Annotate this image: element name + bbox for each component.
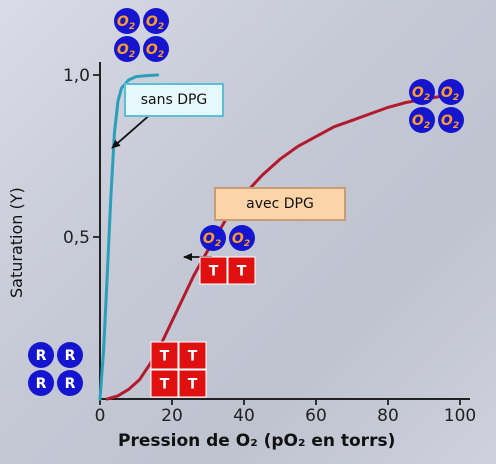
x-tick-label: 0 [95, 406, 106, 426]
y-tick-label: 0,5 [63, 228, 90, 248]
o2-subunit: O2 [229, 225, 255, 251]
x-tick-label: 100 [444, 406, 476, 426]
r-label: R [65, 348, 76, 364]
o2-subunit: O2 [114, 36, 140, 62]
o2-circle [143, 36, 169, 62]
r-circle [28, 342, 54, 368]
o2-circle [409, 79, 435, 105]
o2-subunit: O2 [409, 79, 435, 105]
r-label: R [65, 376, 76, 392]
t-label: T [188, 377, 198, 393]
axis-ticks [93, 74, 461, 405]
r-subunit: R [57, 342, 83, 368]
r-label: R [36, 376, 47, 392]
o2-circle [143, 8, 169, 34]
o2-subunit: O2 [114, 8, 140, 34]
r-subunit: R [28, 342, 54, 368]
t-subunit: T [178, 369, 207, 398]
o2-circle [200, 225, 226, 251]
y-axis-title: Saturation (Y) [7, 187, 26, 298]
o2-circle [114, 8, 140, 34]
sans-dpg-curve [98, 73, 160, 401]
o2-circle [229, 225, 255, 251]
t-label: T [237, 264, 247, 280]
o2-subunit: O2 [143, 8, 169, 34]
t-square [199, 256, 228, 285]
t-cluster: T TT T [150, 341, 207, 398]
r-circle [57, 370, 83, 396]
sans-dpg-label: sans DPG [124, 83, 224, 117]
sans-dpg-arrow [111, 112, 153, 149]
x-axis-title: Pression de O₂ (pO₂ en torrs) [118, 431, 395, 451]
t-subunit: T [150, 369, 179, 398]
r-subunit: R [57, 370, 83, 396]
t-square [150, 341, 179, 370]
o2-circle [438, 79, 464, 105]
t-subunit: T [227, 256, 256, 285]
r-cluster: R RR R [28, 342, 83, 396]
o2-circle [114, 36, 140, 62]
o2-pair-mid: O2 O2 [200, 225, 255, 251]
t-label: T [209, 264, 219, 280]
t-label: T [160, 377, 170, 393]
x-tick-label: 80 [377, 406, 399, 426]
o2-subunit: O2 [409, 107, 435, 133]
t-subunit: T [199, 256, 228, 285]
axis-tick-labels: 0 20 40 60 80 100 0,5 1,0 [63, 66, 476, 426]
o2-subunit: O2 [438, 79, 464, 105]
t-subunit: T [178, 341, 207, 370]
t-square [178, 369, 207, 398]
y-tick-label: 1,0 [63, 66, 90, 86]
o2-subunit: O2 [438, 107, 464, 133]
x-tick-label: 60 [305, 406, 327, 426]
t-label: T [160, 349, 170, 365]
x-tick-label: 20 [161, 406, 183, 426]
o2-circle [438, 107, 464, 133]
t-subunit: T [150, 341, 179, 370]
r-circle [57, 342, 83, 368]
avec-dpg-label: avec DPG [214, 187, 346, 221]
r-label: R [36, 348, 47, 364]
r-circle [28, 370, 54, 396]
t-square [150, 369, 179, 398]
t-square [178, 341, 207, 370]
o2-subunit: O2 [200, 225, 226, 251]
o2-circle [409, 107, 435, 133]
x-tick-label: 40 [233, 406, 255, 426]
t-label: T [188, 349, 198, 365]
t-square [227, 256, 256, 285]
o2-subunit: O2 [143, 36, 169, 62]
r-subunit: R [28, 370, 54, 396]
